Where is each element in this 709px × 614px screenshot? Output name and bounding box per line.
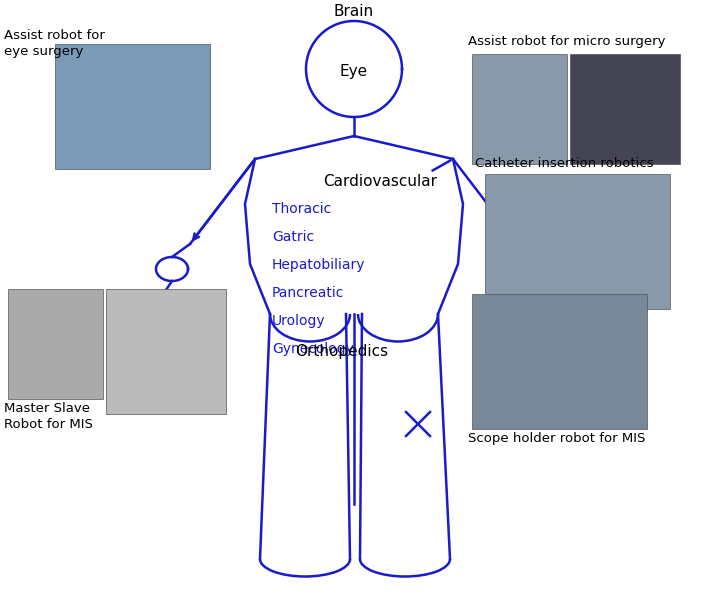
Text: Gynecology: Gynecology — [272, 342, 354, 356]
Text: Orthopedics: Orthopedics — [295, 344, 388, 360]
Text: Gatric: Gatric — [272, 230, 314, 244]
Text: Cardiovascular: Cardiovascular — [323, 174, 437, 190]
Text: Eye: Eye — [340, 64, 368, 79]
Bar — [570, 54, 680, 164]
Bar — [106, 289, 226, 414]
Text: Master Slave
Robot for MIS: Master Slave Robot for MIS — [4, 402, 93, 431]
Text: Hepatobiliary: Hepatobiliary — [272, 258, 366, 272]
Text: Brain: Brain — [334, 4, 374, 20]
Bar — [8, 289, 103, 399]
Bar — [55, 44, 210, 169]
Text: Pancreatic: Pancreatic — [272, 286, 345, 300]
Text: Thoracic: Thoracic — [272, 202, 331, 216]
Text: Scope holder robot for MIS: Scope holder robot for MIS — [468, 432, 645, 445]
Bar — [485, 174, 670, 309]
Bar — [472, 294, 647, 429]
Text: Assist robot for
eye surgery: Assist robot for eye surgery — [4, 29, 105, 58]
Text: Urology: Urology — [272, 314, 325, 328]
Text: Catheter insertion robotics: Catheter insertion robotics — [475, 158, 654, 171]
Bar — [472, 54, 567, 164]
Text: Assist robot for micro surgery: Assist robot for micro surgery — [468, 36, 666, 49]
